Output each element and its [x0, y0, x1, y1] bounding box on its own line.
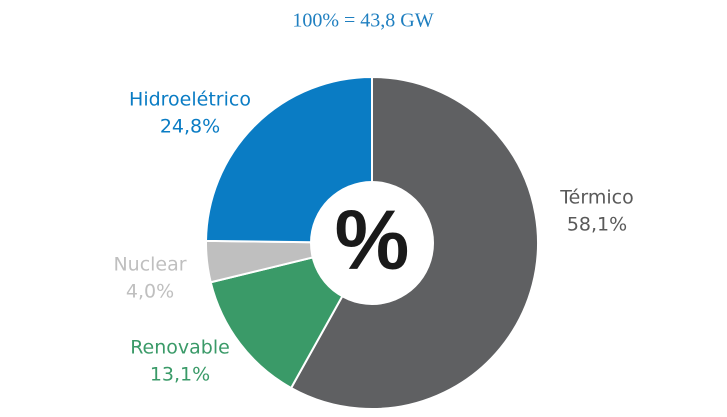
value-label: 4,0%	[126, 281, 174, 303]
center-hole	[310, 181, 434, 305]
value-label: 24,8%	[160, 116, 220, 138]
slice-label: Hidroelétrico	[129, 89, 251, 111]
slice-label: Nuclear	[113, 254, 186, 276]
chart-title: 100% = 43,8 GW	[292, 10, 433, 32]
slice-label: Renovable	[130, 337, 230, 359]
slice-label: Térmico	[559, 187, 633, 209]
center-label: %	[335, 193, 410, 287]
value-label: 13,1%	[150, 364, 210, 386]
value-label: 58,1%	[567, 214, 627, 236]
